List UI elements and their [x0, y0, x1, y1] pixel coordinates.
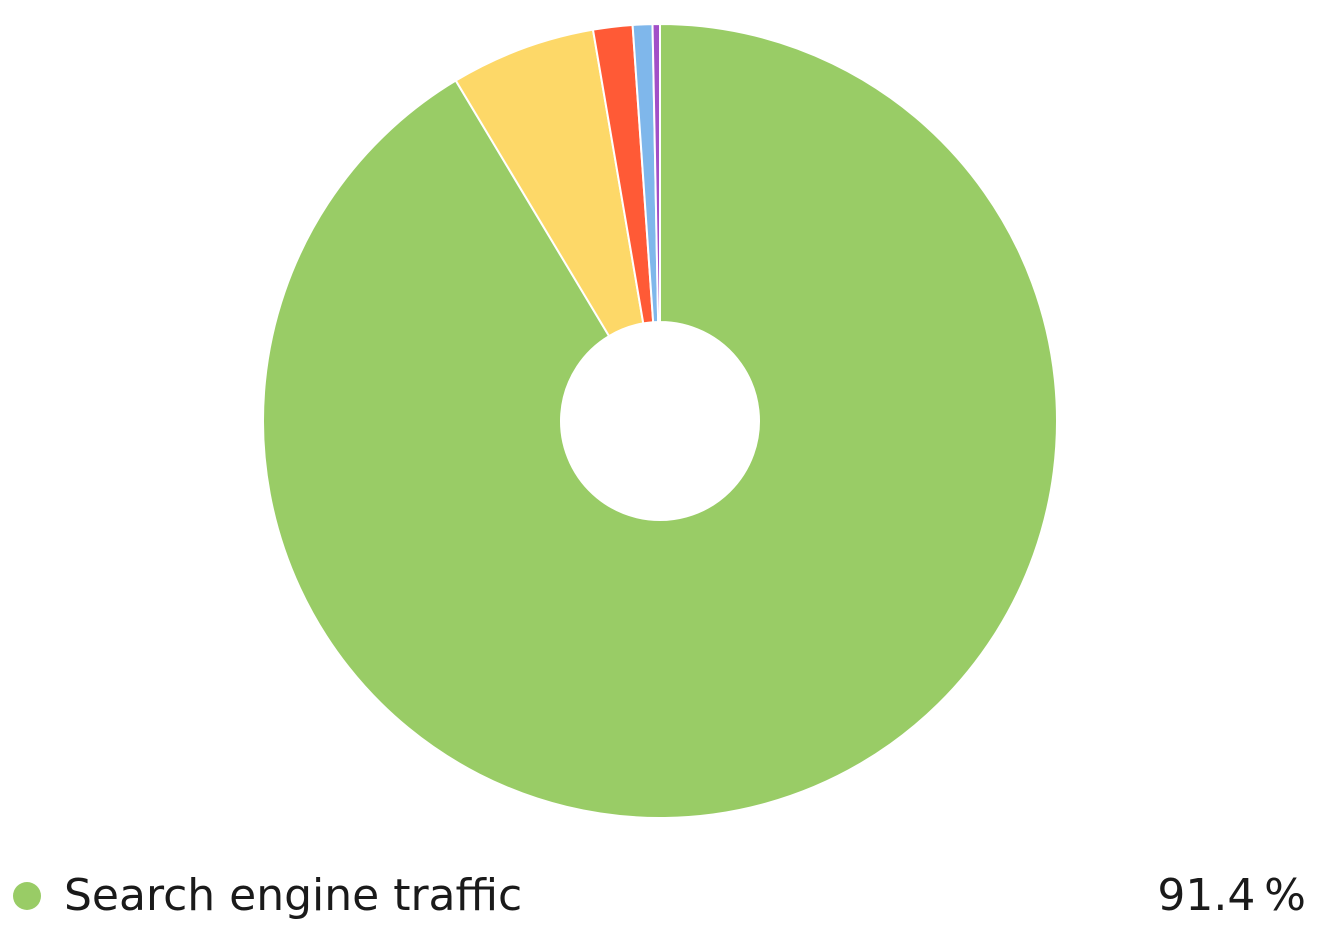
legend-value: 91.4 %	[1157, 870, 1306, 921]
legend-marker-dot	[13, 882, 41, 910]
legend-label: Search engine traffic	[64, 870, 523, 921]
legend-row[interactable]: Search engine traffic 91.4 %	[0, 862, 1320, 932]
pie-slice-0[interactable]	[262, 22, 1058, 819]
pie-slice-4[interactable]	[651, 22, 661, 324]
donut-chart	[262, 22, 1058, 819]
